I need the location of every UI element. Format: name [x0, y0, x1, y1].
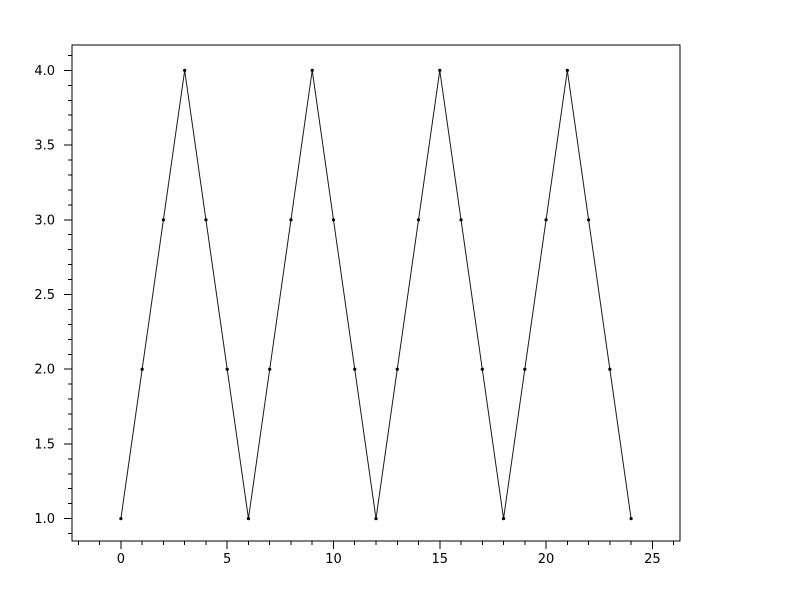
data-point-marker — [480, 367, 484, 371]
data-point-marker — [225, 367, 229, 371]
data-point-marker — [289, 218, 293, 222]
y-tick-label: 4.0 — [34, 64, 55, 79]
data-point-marker — [629, 516, 633, 521]
data-point-marker — [310, 68, 314, 72]
data-point-marker — [140, 367, 144, 371]
data-point-marker — [416, 218, 421, 222]
data-point-marker — [246, 516, 251, 521]
x-tick-label: 25 — [644, 552, 661, 567]
data-point-marker — [438, 68, 442, 72]
y-tick-label: 1.0 — [34, 512, 55, 527]
data-point-marker — [501, 516, 506, 521]
y-tick-label: 3.5 — [34, 139, 55, 154]
data-point-marker — [544, 218, 548, 222]
data-point-marker — [183, 68, 187, 72]
y-tick-label: 2.0 — [34, 363, 55, 378]
data-point-marker — [204, 218, 208, 222]
x-tick-label: 5 — [223, 552, 231, 567]
y-tick-label: 1.5 — [34, 437, 55, 452]
x-tick-label: 10 — [325, 552, 342, 567]
data-point-marker — [119, 516, 123, 521]
x-tick-label: 0 — [117, 552, 125, 567]
data-point-marker — [565, 68, 569, 72]
data-point-marker — [459, 218, 463, 222]
data-point-marker — [331, 218, 336, 222]
data-point-marker — [374, 516, 378, 521]
x-tick-label: 20 — [538, 552, 555, 567]
data-point-marker — [608, 367, 612, 371]
data-point-marker — [586, 218, 591, 222]
data-point-marker — [353, 367, 357, 371]
data-point-marker — [268, 367, 272, 371]
data-point-marker — [523, 367, 527, 371]
y-tick-label: 2.5 — [34, 288, 55, 303]
data-point-marker — [161, 218, 166, 222]
x-tick-label: 15 — [432, 552, 449, 567]
y-tick-label: 3.0 — [34, 213, 55, 228]
data-point-marker — [395, 367, 399, 371]
